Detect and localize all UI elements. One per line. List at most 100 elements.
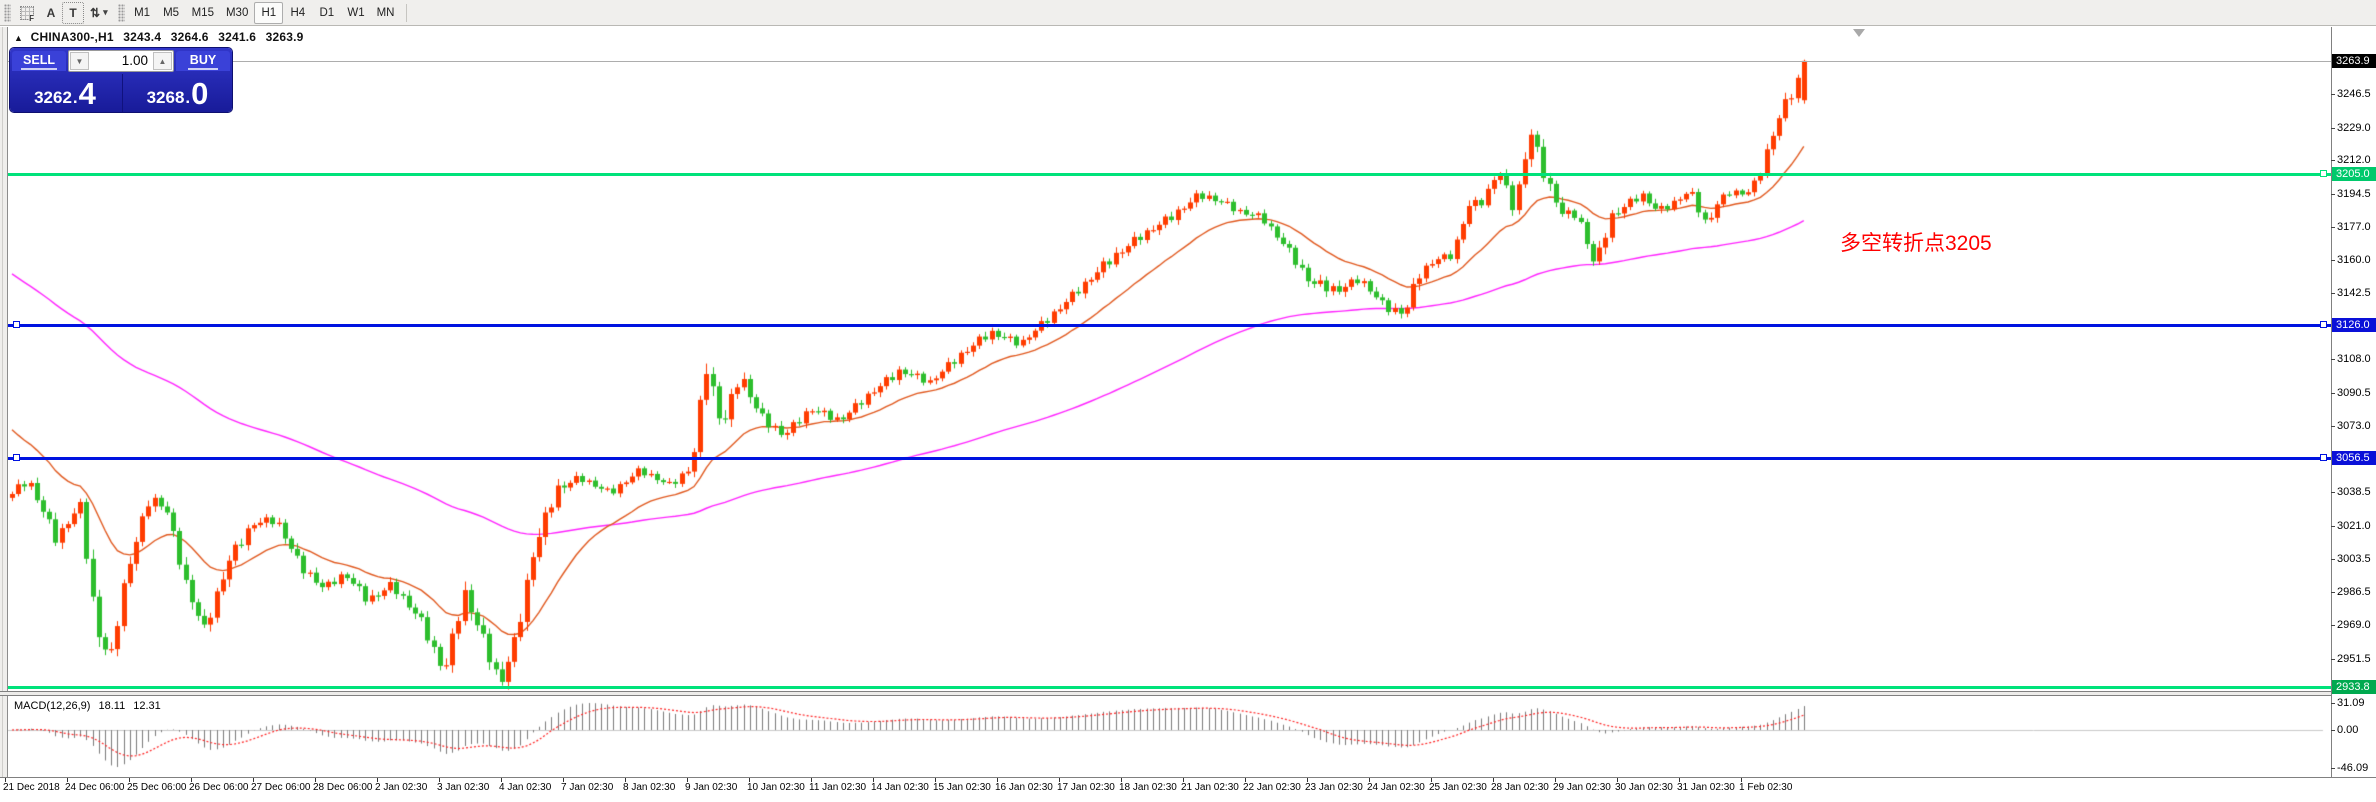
chevron-down-icon[interactable]: ▾ [103, 7, 108, 17]
price-axis-label: 3090.5 [2337, 386, 2371, 399]
time-axis-label: 10 Jan 02:30 [747, 782, 805, 793]
ohlc-close: 3263.9 [265, 30, 304, 44]
time-axis-label: 2 Jan 02:30 [375, 782, 428, 793]
template-grid-icon[interactable]: F [14, 2, 40, 24]
macd-signal-value: 12.31 [133, 700, 161, 712]
time-axis-tick [997, 778, 998, 782]
price-axis-label: 2951.5 [2337, 652, 2371, 665]
cycle-symbols-icon[interactable]: ⇅ ▾ [90, 5, 108, 20]
volume-decrease-button[interactable]: ▼ [70, 52, 89, 70]
time-axis-tick [253, 778, 254, 782]
sell-price[interactable]: 3262. 4 [34, 76, 96, 111]
macd-pane[interactable] [8, 696, 2331, 776]
toolbar-separator [406, 3, 408, 22]
pane-splitter[interactable] [0, 691, 2331, 696]
time-axis-tick [315, 778, 316, 782]
price-axis-label: 3021.0 [2337, 519, 2371, 532]
horizontal-line-3205[interactable] [8, 173, 2331, 176]
timeframe-button-h4[interactable]: H4 [290, 6, 306, 19]
price-axis-tick [2331, 359, 2335, 361]
time-axis-label: 16 Jan 02:30 [995, 782, 1053, 793]
time-axis-tick [129, 778, 130, 782]
price-axis-tick [2331, 193, 2335, 195]
toolbar-grip[interactable] [4, 3, 11, 22]
horizontal-line-2933.8[interactable] [8, 686, 2331, 689]
collapse-triangle-icon[interactable]: ▲ [14, 33, 24, 43]
time-axis-label: 26 Dec 06:00 [189, 782, 249, 793]
price-axis-tick [2331, 160, 2335, 162]
buy-button[interactable]: BUY [176, 51, 230, 71]
price-axis-label: 3194.5 [2337, 187, 2371, 200]
time-axis-tick [1493, 778, 1494, 782]
timeframe-button-m5[interactable]: M5 [163, 6, 180, 19]
time-axis-tick [625, 778, 626, 782]
price-axis-tick [2331, 259, 2335, 261]
time-axis-label: 27 Dec 06:00 [251, 782, 311, 793]
price-axis-tick [2331, 293, 2335, 295]
one-click-trade-panel: SELL ▼ 1.00 ▲ BUY 3262. 4 3268. 0 [10, 48, 232, 112]
line-handle[interactable] [13, 321, 20, 328]
price-axis-tick [2331, 591, 2335, 593]
time-axis-label: 1 Feb 02:30 [1739, 782, 1793, 793]
time-axis-label: 11 Jan 02:30 [809, 782, 867, 793]
buy-price[interactable]: 3268. 0 [122, 74, 232, 112]
symbol-period-label: CHINA300-,H1 [30, 30, 114, 44]
candlestick-canvas[interactable] [8, 27, 2331, 691]
line-handle[interactable] [2320, 170, 2327, 177]
timeframe-button-m1[interactable]: M1 [134, 6, 151, 19]
time-axis-label: 3 Jan 02:30 [437, 782, 490, 793]
timeframe-button-d1[interactable]: D1 [319, 6, 335, 19]
price-marker-3126.0: 3126.0 [2332, 317, 2376, 332]
price-marker-3263.9: 3263.9 [2332, 54, 2376, 68]
chart-shift-marker-icon[interactable] [1853, 29, 1865, 37]
timeframe-button-h1[interactable]: H1 [254, 1, 284, 24]
price-axis-tick [2331, 658, 2335, 660]
price-axis-label: 3212.0 [2337, 154, 2371, 167]
sell-button[interactable]: SELL [12, 51, 66, 71]
volume-stepper: ▼ 1.00 ▲ [68, 50, 174, 72]
toolbar: F A T ⇅ ▾ M1 M5 M15 M30 H1 H4 D1 W1 MN [0, 0, 2376, 26]
ohlc-low: 3241.6 [218, 30, 257, 44]
time-axis-label: 30 Jan 02:30 [1615, 782, 1673, 793]
volume-increase-button[interactable]: ▲ [153, 52, 172, 70]
timeframe-button-m15[interactable]: M15 [191, 6, 214, 19]
line-handle[interactable] [2320, 321, 2327, 328]
price-axis-label: 3142.5 [2337, 287, 2371, 300]
horizontal-line-3056.5[interactable] [8, 457, 2331, 460]
time-axis[interactable]: 21 Dec 2018 24 Dec 06:00 25 Dec 06:00 26 De… [0, 777, 2376, 802]
current-price-line [8, 61, 2331, 62]
price-marker-2933.8: 2933.8 [2332, 680, 2376, 694]
text-label-tool-icon[interactable]: A [46, 5, 56, 20]
macd-axis-tick [2331, 703, 2335, 704]
time-axis-label: 25 Jan 02:30 [1429, 782, 1487, 793]
time-axis-tick [811, 778, 812, 782]
price-marker-3056.5: 3056.5 [2332, 450, 2376, 465]
time-axis-label: 24 Jan 02:30 [1367, 782, 1425, 793]
time-axis-label: 14 Jan 02:30 [871, 782, 929, 793]
main-chart-pane[interactable] [8, 27, 2331, 691]
time-axis-label: 28 Jan 02:30 [1491, 782, 1549, 793]
macd-axis-label: 31.09 [2337, 697, 2365, 709]
line-handle[interactable] [2320, 454, 2327, 461]
toolbar-grip[interactable] [117, 3, 125, 22]
time-axis-label: 17 Jan 02:30 [1057, 782, 1115, 793]
time-axis-label: 21 Jan 02:30 [1181, 782, 1239, 793]
time-axis-label: 18 Jan 02:30 [1119, 782, 1177, 793]
line-handle[interactable] [13, 454, 20, 461]
time-axis-tick [687, 778, 688, 782]
timeframe-button-m30[interactable]: M30 [225, 6, 249, 19]
timeframe-button-mn[interactable]: MN [376, 6, 395, 19]
time-axis-label: 7 Jan 02:30 [561, 782, 614, 793]
price-axis-tick [2331, 426, 2335, 428]
horizontal-line-3126[interactable] [8, 324, 2331, 327]
timeframe-button-w1[interactable]: W1 [347, 6, 365, 19]
text-tool-icon[interactable]: T [62, 1, 84, 24]
time-axis-label: 8 Jan 02:30 [623, 782, 676, 793]
volume-input[interactable]: 1.00 [121, 53, 148, 68]
time-axis-tick [191, 778, 192, 782]
price-axis-label: 3177.0 [2337, 221, 2371, 234]
time-axis-tick [1369, 778, 1370, 782]
text-annotation[interactable]: 多空转折点3205 [1840, 232, 1992, 255]
macd-canvas[interactable] [8, 696, 2331, 776]
price-axis-label: 2986.5 [2337, 585, 2371, 598]
